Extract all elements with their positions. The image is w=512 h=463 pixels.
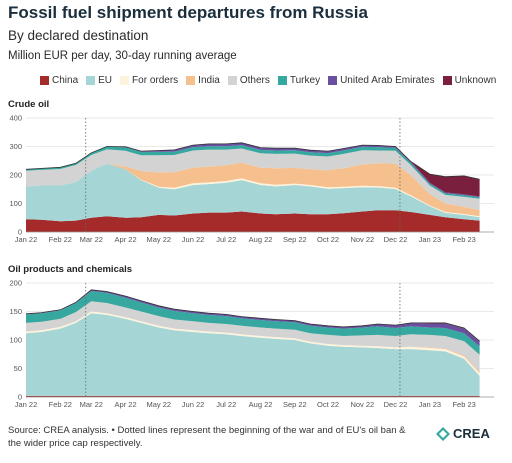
x-tick-label: Jul 22 xyxy=(216,400,236,409)
x-tick-label: Apr 22 xyxy=(115,235,137,244)
legend-swatch-icon xyxy=(277,76,287,85)
x-tick-label: Mar 22 xyxy=(80,400,103,409)
area-series-united-arab-emirates xyxy=(26,289,480,347)
x-tick-label: Jan 22 xyxy=(15,400,38,409)
y-tick-label: 50 xyxy=(14,364,22,373)
legend-swatch-icon xyxy=(86,76,96,85)
y-tick-label: 0 xyxy=(18,228,22,237)
x-tick-label: Jan 23 xyxy=(419,400,442,409)
y-tick-label: 400 xyxy=(9,114,22,123)
x-tick-label: May 22 xyxy=(146,235,171,244)
x-tick-label: Dec 22 xyxy=(384,400,408,409)
legend-item: EU xyxy=(86,75,112,86)
chart-subtitle: By declared destination xyxy=(8,28,149,43)
y-tick-label: 100 xyxy=(9,199,22,208)
legend-label: Others xyxy=(239,75,270,86)
x-tick-label: Nov 22 xyxy=(350,235,374,244)
panel-title-crude-oil: Crude oil xyxy=(8,99,50,110)
panel-title-oil-products: Oil products and chemicals xyxy=(8,264,133,275)
legend-label: For orders xyxy=(132,75,179,86)
source-note: Source: CREA analysis. • Dotted lines re… xyxy=(8,425,406,449)
x-tick-label: Jun 22 xyxy=(182,235,205,244)
y-tick-label: 200 xyxy=(9,279,22,288)
x-tick-label: Sep 22 xyxy=(283,235,307,244)
legend: China EU For orders India Others Turkey United… xyxy=(40,75,496,86)
legend-item: China xyxy=(40,75,78,86)
legend-label: EU xyxy=(98,75,113,86)
x-tick-label: Jul 22 xyxy=(216,235,236,244)
area-series-china xyxy=(26,210,480,232)
legend-item: Others xyxy=(227,75,270,86)
x-tick-label: Nov 22 xyxy=(350,400,374,409)
x-tick-label: May 22 xyxy=(146,400,171,409)
x-tick-label: Jun 22 xyxy=(182,400,205,409)
x-tick-label: Aug 22 xyxy=(249,235,273,244)
legend-item: For orders xyxy=(120,75,178,86)
legend-label: China xyxy=(52,75,79,86)
y-tick-label: 0 xyxy=(18,393,22,402)
x-tick-label: Oct 22 xyxy=(317,235,339,244)
crude-oil-chart: 0 100 200 300 400 Jan 22 Feb 22 Mar 22 Apr 22 May… xyxy=(9,114,494,244)
y-tick-label: 300 xyxy=(9,142,22,151)
x-tick-label: Feb 22 xyxy=(49,400,72,409)
x-tick-label: Dec 22 xyxy=(384,235,408,244)
area-series-others xyxy=(26,148,480,211)
legend-label: Unknown xyxy=(454,75,497,86)
legend-swatch-icon xyxy=(40,76,49,85)
legend-item: Unknown xyxy=(442,75,497,86)
crea-logo: CREA xyxy=(436,426,490,441)
x-tick-label: Feb 22 xyxy=(49,235,72,244)
crea-logo-icon xyxy=(436,426,450,441)
legend-label: United Arab Emirates xyxy=(340,75,435,86)
area-series-others xyxy=(26,301,480,372)
legend-swatch-icon xyxy=(186,76,196,85)
area-series-eu xyxy=(26,313,480,396)
y-tick-label: 150 xyxy=(9,307,22,316)
y-tick-label: 200 xyxy=(9,171,22,180)
chart-title: Fossil fuel shipment departures from Rus… xyxy=(8,3,368,22)
area-series-turkey xyxy=(26,291,480,355)
legend-label: Turkey xyxy=(289,75,321,86)
x-tick-label: Jan 23 xyxy=(419,235,442,244)
units-label: Million EUR per day, 30-day running aver… xyxy=(8,50,237,62)
legend-swatch-icon xyxy=(120,76,130,85)
legend-swatch-icon xyxy=(328,76,338,85)
x-tick-label: Oct 22 xyxy=(317,400,339,409)
total-outline xyxy=(25,142,480,180)
legend-item: India xyxy=(186,75,220,86)
x-tick-label: Sep 22 xyxy=(283,400,307,409)
x-tick-label: Apr 22 xyxy=(115,400,137,409)
x-tick-label: Aug 22 xyxy=(249,400,273,409)
area-series-india xyxy=(26,162,480,217)
legend-swatch-icon xyxy=(442,76,452,85)
oil-products-chart: 0 50 100 150 200 Jan 22 Feb 22 Mar 22 Apr 22 May … xyxy=(9,279,494,409)
x-tick-label: Mar 22 xyxy=(80,235,103,244)
legend-item: United Arab Emirates xyxy=(328,75,435,86)
legend-swatch-icon xyxy=(227,76,237,85)
x-tick-label: Feb 23 xyxy=(452,400,475,409)
x-tick-label: Feb 23 xyxy=(452,235,475,244)
area-series-eu xyxy=(26,163,480,222)
crea-logo-text: CREA xyxy=(453,426,490,441)
legend-label: India xyxy=(198,75,220,86)
x-tick-label: Jan 22 xyxy=(15,235,38,244)
legend-item: Turkey xyxy=(277,75,321,86)
y-tick-label: 100 xyxy=(9,336,22,345)
total-outline xyxy=(25,289,480,342)
